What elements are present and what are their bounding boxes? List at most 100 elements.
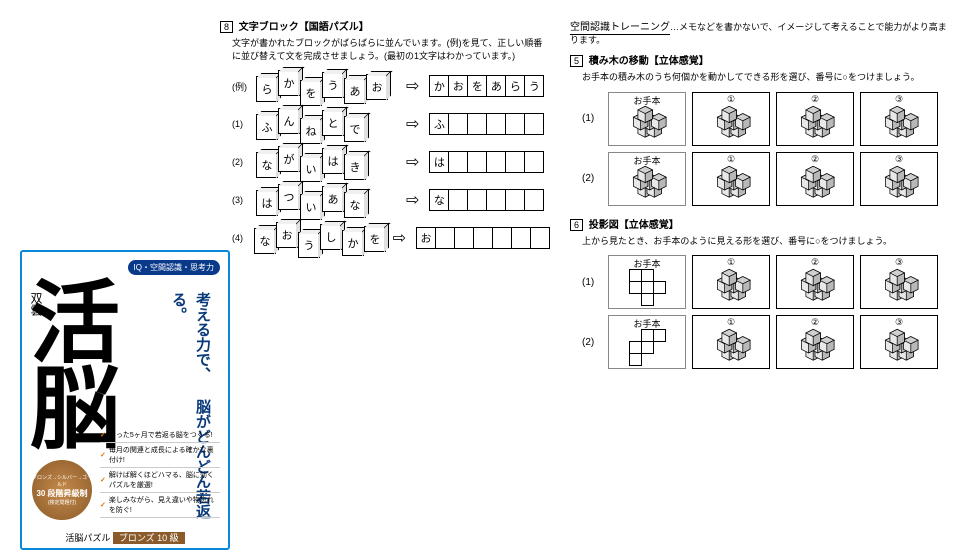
scramble-box: あ bbox=[344, 78, 366, 104]
sec5-desc: お手本の積み木のうち何個かを動かしてできる形を選び、番号に○をつけましょう。 bbox=[582, 71, 950, 84]
medal-main: 30 段階昇級制 bbox=[36, 488, 87, 499]
answer-box bbox=[505, 113, 525, 135]
answer-box bbox=[435, 227, 455, 249]
choice-cell[interactable]: ③ bbox=[860, 92, 938, 146]
scramble-box: を bbox=[300, 80, 322, 106]
scramble-box: う bbox=[298, 232, 320, 258]
choice-cell[interactable]: ② bbox=[776, 315, 854, 369]
answer-box bbox=[511, 227, 531, 249]
word-block-section: 8 文字ブロック【国語パズル】 文字が書かれたブロックがばらばらに並んでいます。… bbox=[220, 18, 550, 260]
choice-cell[interactable]: ② bbox=[776, 92, 854, 146]
q-label: (2) bbox=[582, 337, 602, 348]
choice-cell[interactable]: ③ bbox=[860, 255, 938, 309]
book-features: ✓たった5ヶ月で若返る脳をつくる!✓毎月の関連と成長による確かな裏付け!✓解けば… bbox=[100, 428, 220, 518]
scramble-box: は bbox=[322, 148, 344, 174]
answer-boxes: な bbox=[429, 189, 544, 211]
choice-cell[interactable]: ① bbox=[692, 92, 770, 146]
sample-cell: お手本 bbox=[608, 92, 686, 146]
cube-row: (2)お手本 ① bbox=[582, 152, 950, 206]
answer-box bbox=[530, 227, 550, 249]
scramble-box: あ bbox=[322, 186, 344, 212]
scramble-box: う bbox=[322, 72, 344, 98]
section-number: 8 bbox=[220, 21, 233, 33]
sec6-desc: 上から見たとき、お手本のように見える形を選び、番号に○をつけましょう。 bbox=[582, 235, 950, 248]
row-label: (例) bbox=[232, 80, 256, 93]
arrow-icon: ⇨ bbox=[406, 76, 419, 96]
book-cover: IQ・空間認識・思考力 考える力で、 脳がどんどん若返る。 活 脳 双雲 ブロン… bbox=[20, 250, 230, 550]
answer-box: を bbox=[467, 75, 487, 97]
choice-cell[interactable]: ② bbox=[776, 255, 854, 309]
answer-box bbox=[524, 189, 544, 211]
feature-item: ✓楽しみながら、見え違いや物忘れを防ぐ! bbox=[100, 493, 220, 518]
scramble-box: は bbox=[256, 190, 278, 216]
answer-box bbox=[492, 227, 512, 249]
proj-row: (1)お手本① ② bbox=[582, 255, 950, 309]
answer-box bbox=[524, 151, 544, 173]
scramble-box: い bbox=[300, 156, 322, 182]
answer-box bbox=[505, 189, 525, 211]
arrow-icon: ⇨ bbox=[406, 190, 419, 210]
spatial-header: 空間認識トレーニング…メモなどを書かないで、イメージして考えることで能力がより高… bbox=[570, 18, 950, 46]
arrow-icon: ⇨ bbox=[406, 152, 419, 172]
section-title: 文字ブロック【国語パズル】 bbox=[239, 22, 369, 33]
choice-cell[interactable]: ③ bbox=[860, 152, 938, 206]
sec5-number: 5 bbox=[570, 55, 583, 67]
footer-level: ブロンズ 10 級 bbox=[113, 532, 185, 544]
answer-box bbox=[473, 227, 493, 249]
choice-cell[interactable]: ① bbox=[692, 255, 770, 309]
answer-boxes: お bbox=[416, 227, 550, 249]
scramble-box: か bbox=[278, 70, 300, 96]
scramble-blocks: なおうしかを bbox=[254, 222, 383, 254]
scramble-box: か bbox=[342, 230, 364, 256]
answer-box bbox=[505, 151, 525, 173]
cube-row: (1)お手本 ① bbox=[582, 92, 950, 146]
footer-title: 活脳パズル bbox=[65, 533, 110, 543]
check-icon: ✓ bbox=[100, 431, 106, 439]
answer-box: お bbox=[448, 75, 468, 97]
answer-box bbox=[448, 151, 468, 173]
choice-cell[interactable]: ② bbox=[776, 152, 854, 206]
scramble-box: ね bbox=[300, 118, 322, 144]
scramble-box: つ bbox=[278, 184, 300, 210]
section-6: 6 投影図【立体感覚】 上から見たとき、お手本のように見える形を選び、番号に○を… bbox=[570, 216, 950, 370]
section-header: 8 文字ブロック【国語パズル】 bbox=[220, 18, 550, 33]
choice-cell[interactable]: ① bbox=[692, 315, 770, 369]
scramble-box: と bbox=[322, 110, 344, 136]
check-icon: ✓ bbox=[100, 501, 106, 509]
answer-box bbox=[486, 189, 506, 211]
proj-sample: お手本 bbox=[608, 315, 686, 369]
scramble-blocks: はついあな bbox=[256, 184, 396, 216]
answer-box: は bbox=[429, 151, 449, 173]
answer-box bbox=[467, 189, 487, 211]
scramble-blocks: ふんねとで bbox=[256, 108, 396, 140]
arrow-icon: ⇨ bbox=[406, 114, 419, 134]
answer-box: ふ bbox=[429, 113, 449, 135]
scramble-box: き bbox=[344, 154, 366, 180]
scramble-box: お bbox=[276, 222, 298, 248]
q-label: (2) bbox=[582, 173, 602, 184]
answer-box bbox=[486, 151, 506, 173]
answer-box bbox=[524, 113, 544, 135]
check-icon: ✓ bbox=[100, 476, 106, 484]
spatial-section: 空間認識トレーニング…メモなどを書かないで、イメージして考えることで能力がより高… bbox=[570, 18, 950, 375]
row-label: (3) bbox=[232, 195, 256, 205]
row-label: (1) bbox=[232, 119, 256, 129]
medal-top: ブロンズ→シルバー→ゴールド bbox=[32, 474, 92, 488]
choice-cell[interactable]: ③ bbox=[860, 315, 938, 369]
scramble-box: を bbox=[364, 226, 386, 252]
choice-cell[interactable]: ① bbox=[692, 152, 770, 206]
proj-sample: お手本 bbox=[608, 255, 686, 309]
answer-box: お bbox=[416, 227, 436, 249]
scramble-box: な bbox=[254, 228, 276, 254]
answer-box bbox=[454, 227, 474, 249]
answer-box: う bbox=[524, 75, 544, 97]
book-medal: ブロンズ→シルバー→ゴールド 30 段階昇級制 (検定問題付) bbox=[32, 460, 92, 520]
answer-box: か bbox=[429, 75, 449, 97]
book-footer: 活脳パズル ブロンズ 10 級 bbox=[22, 531, 228, 544]
scramble-blocks: ながいはき bbox=[256, 146, 396, 178]
proj-row: (2) お手本① ② bbox=[582, 315, 950, 369]
scramble-box: な bbox=[256, 152, 278, 178]
medal-sub: (検定問題付) bbox=[48, 499, 76, 506]
scramble-box: お bbox=[366, 74, 388, 100]
scramble-box: が bbox=[278, 146, 300, 172]
